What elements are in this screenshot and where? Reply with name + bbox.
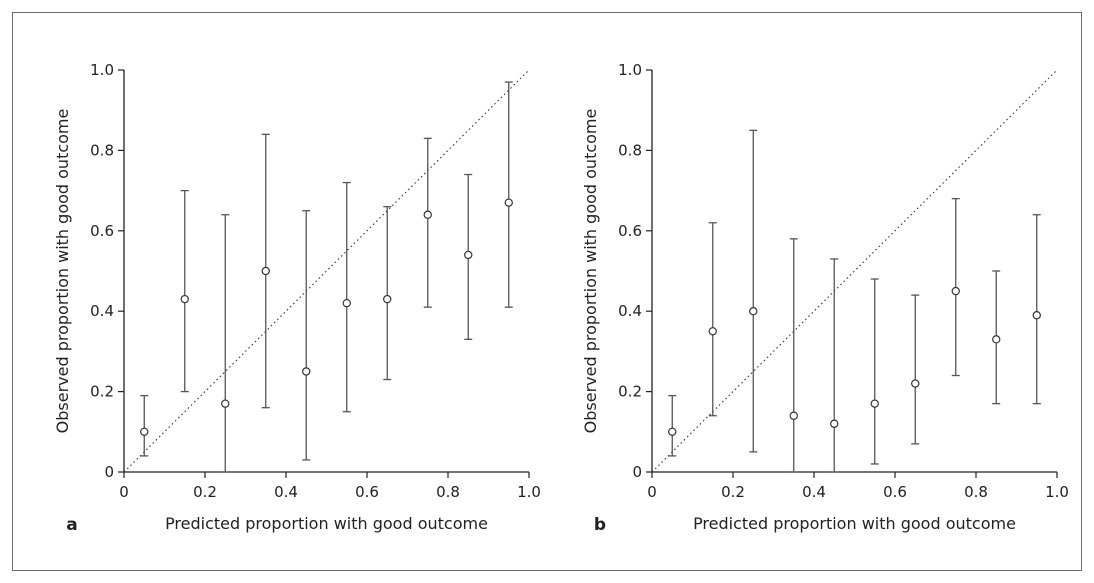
y-tick-label: 0.4 (618, 302, 642, 320)
data-point (221, 399, 230, 408)
data-point (504, 198, 513, 207)
y-tick-label: 0.8 (618, 141, 642, 159)
x-axis-label: Predicted proportion with good outcome (693, 514, 1016, 533)
data-point (302, 367, 311, 376)
data-point (383, 294, 392, 304)
data-point (951, 286, 960, 296)
x-tick-label: 0.6 (883, 483, 907, 501)
x-tick-label: 0.2 (721, 483, 745, 501)
data-point (668, 427, 677, 436)
x-tick-label: 1.0 (1045, 483, 1069, 501)
x-tick-label: 0.4 (802, 483, 826, 501)
y-tick-label: 0.4 (90, 302, 114, 320)
data-point (464, 250, 473, 260)
data-point (180, 294, 189, 304)
y-axis-label: Observed proportion with good outcome (53, 109, 72, 434)
data-point (789, 411, 798, 420)
reference-diagonal-line (123, 69, 530, 473)
panel-label: a (66, 515, 77, 535)
y-tick-label: 0.2 (90, 383, 114, 401)
data-point (911, 379, 920, 388)
data-point (870, 399, 879, 408)
y-tick-label: 1.0 (90, 61, 114, 79)
y-tick-label: 0 (632, 463, 642, 481)
figure-frame (12, 12, 1082, 571)
y-tick-label: 1.0 (618, 61, 642, 79)
data-point (423, 210, 432, 219)
y-tick-label: 0.6 (618, 222, 642, 240)
panel-b: 0 0.2 0.4 0.6 0.8 1.0 0 0.2 0.4 0.6 0.8 1.0 Predicte… (581, 61, 1069, 535)
x-tick-label: 0.2 (193, 483, 217, 501)
data-point (1032, 311, 1041, 320)
x-tick-label: 0 (119, 483, 129, 501)
data-point (708, 327, 717, 336)
reference-diagonal-line (651, 69, 1058, 473)
data-point (342, 298, 351, 308)
x-axis-label: Predicted proportion with good outcome (165, 514, 488, 533)
y-axis-label: Observed proportion with good outcome (581, 109, 600, 434)
y-tick-label: 0.6 (90, 222, 114, 240)
x-tick-label: 1.0 (517, 483, 541, 501)
y-tick-label: 0.8 (90, 141, 114, 159)
x-tick-label: 0 (647, 483, 657, 501)
data-point (992, 335, 1001, 344)
data-point (261, 266, 270, 276)
y-tick-label: 0.2 (618, 383, 642, 401)
data-point (140, 427, 149, 436)
x-tick-label: 0.6 (355, 483, 379, 501)
data-point (830, 419, 839, 428)
x-tick-label: 0.4 (274, 483, 298, 501)
panel-a: 0 0.2 0.4 0.6 0.8 1.0 0 0.2 0.4 0.6 0.8 1.0 Predicte… (53, 61, 541, 535)
y-tick-label: 0 (104, 463, 114, 481)
x-tick-label: 0.8 (964, 483, 988, 501)
x-tick-label: 0.8 (436, 483, 460, 501)
panel-label: b (594, 515, 606, 535)
data-point (749, 307, 758, 316)
